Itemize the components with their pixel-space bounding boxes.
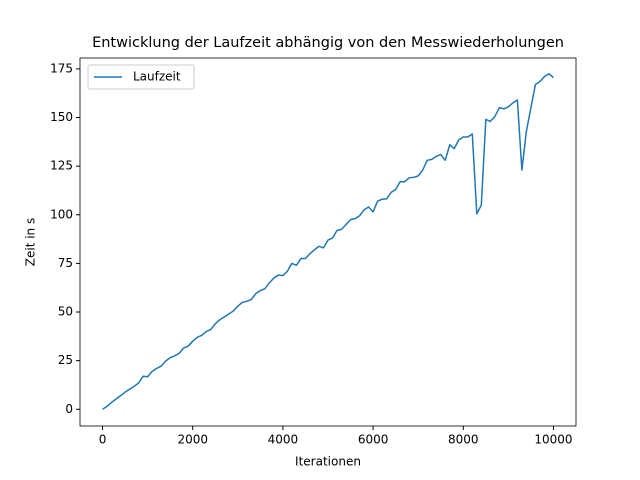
y-tick-label: 0 (65, 402, 73, 416)
y-tick-label: 75 (58, 256, 73, 270)
y-tick-label: 50 (58, 305, 73, 319)
y-tick-label: 25 (58, 353, 73, 367)
y-tick-label: 175 (50, 61, 73, 75)
x-tick-label: 8000 (448, 433, 479, 447)
line-series (102, 73, 554, 410)
x-tick-label: 10000 (534, 433, 572, 447)
chart-title: Entwicklung der Laufzeit abhängig von de… (92, 35, 564, 51)
plot-frame (79, 57, 577, 427)
y-tick-label: 150 (50, 110, 73, 124)
x-axis-label: Iterationen (295, 455, 361, 469)
legend-label: Laufzeit (133, 70, 181, 84)
x-tick-label: 2000 (177, 433, 208, 447)
legend-box (87, 64, 195, 90)
x-tick-label: 0 (99, 433, 107, 447)
y-axis-label: Zeit in s (24, 218, 38, 266)
x-tick-label: 4000 (268, 433, 299, 447)
x-tick-label: 6000 (358, 433, 389, 447)
y-tick-label: 125 (50, 159, 73, 173)
y-tick-label: 100 (50, 207, 73, 221)
